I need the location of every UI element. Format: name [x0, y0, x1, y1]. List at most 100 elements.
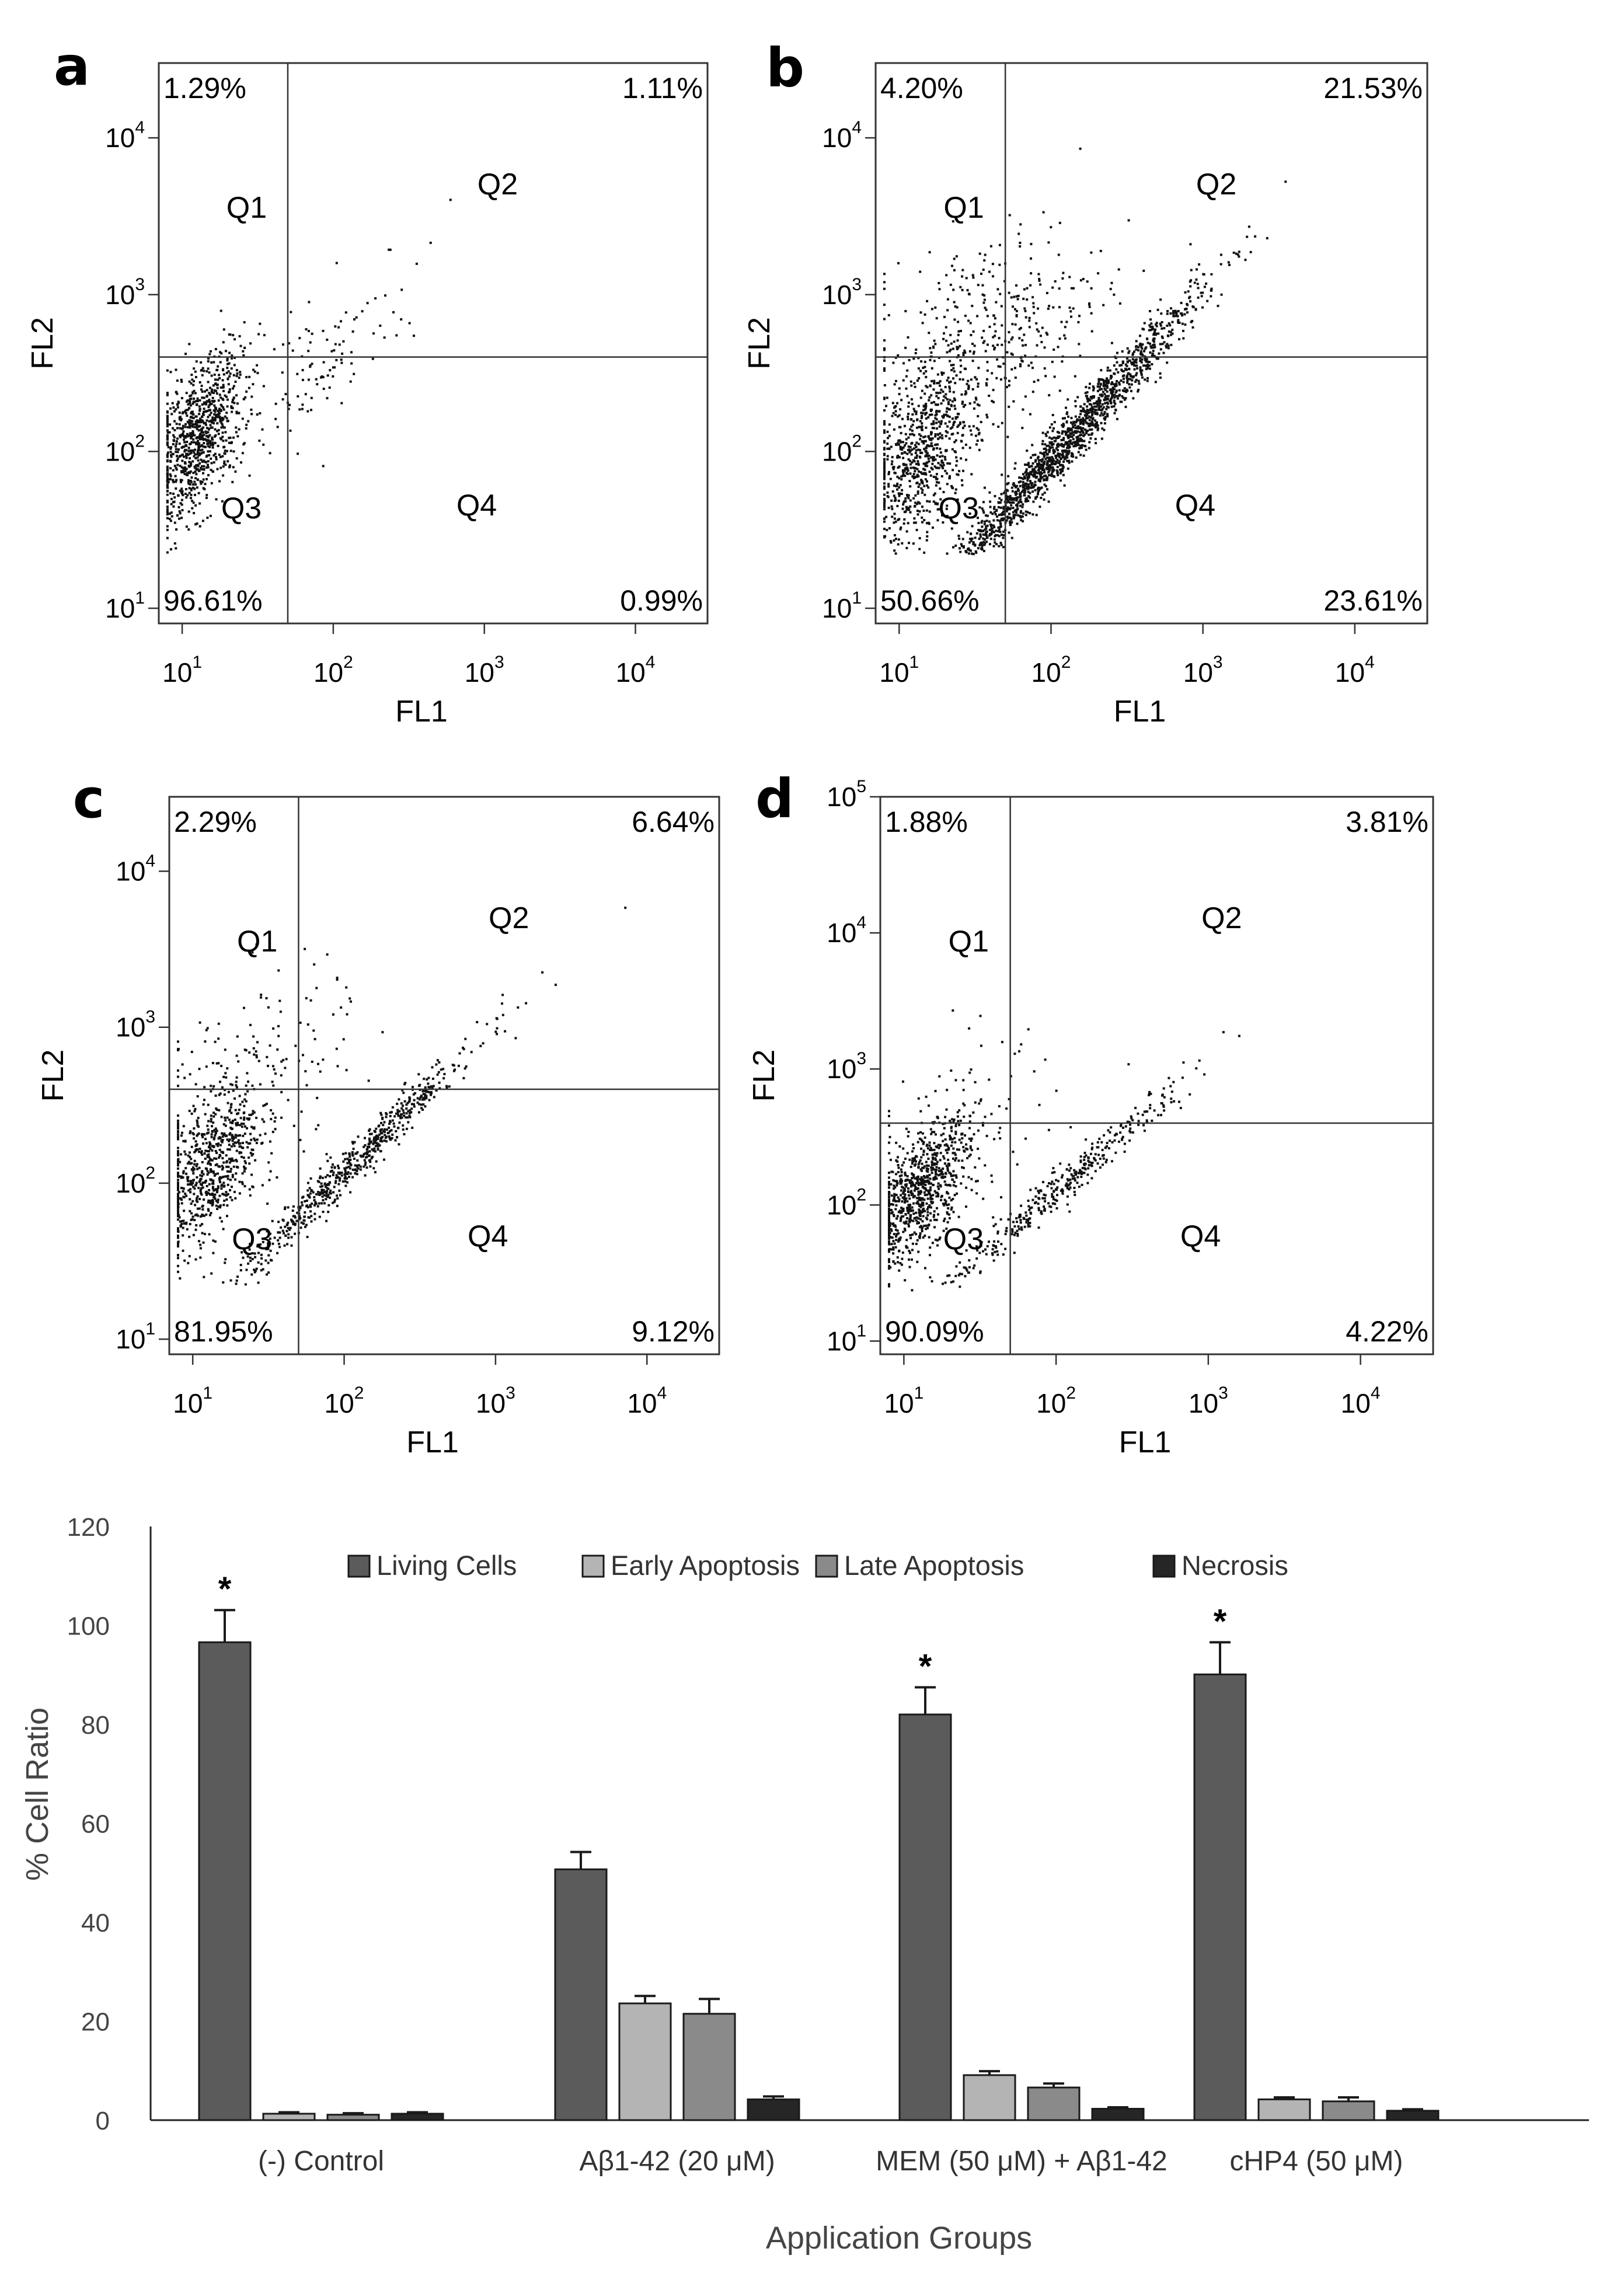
event-dot — [1066, 453, 1069, 456]
event-dot — [191, 392, 194, 395]
event-dot — [201, 1232, 204, 1235]
event-dot — [301, 1204, 304, 1207]
event-dot — [927, 416, 930, 419]
event-dot — [919, 449, 922, 452]
event-dot — [1026, 449, 1029, 452]
quadrant-label-q3: Q3 — [221, 492, 262, 525]
event-dot — [916, 419, 918, 421]
event-dot — [1038, 462, 1040, 465]
event-dot — [166, 441, 169, 444]
event-dot — [883, 498, 886, 501]
event-dot — [1082, 420, 1084, 423]
event-dot — [938, 282, 940, 284]
event-dot — [1238, 255, 1240, 258]
event-dot — [176, 463, 179, 466]
event-dot — [182, 1176, 184, 1179]
event-dot — [1056, 466, 1059, 468]
event-dot — [462, 1048, 465, 1051]
event-dot — [883, 452, 886, 455]
event-dot — [1044, 485, 1047, 487]
event-dot — [196, 1167, 199, 1170]
event-dot — [352, 1148, 355, 1151]
event-dot — [175, 480, 177, 483]
event-dot — [1023, 288, 1026, 291]
event-dot — [241, 1183, 244, 1186]
event-dot — [209, 402, 212, 405]
event-dot — [975, 532, 978, 535]
event-dot — [306, 1189, 309, 1192]
event-dot — [289, 1226, 292, 1229]
event-dot — [179, 480, 182, 483]
event-dot — [1149, 318, 1152, 321]
event-dot — [320, 1188, 323, 1191]
event-dot — [935, 418, 938, 421]
event-dot — [1027, 483, 1030, 486]
event-dot — [1152, 344, 1155, 347]
event-dot — [298, 1215, 301, 1218]
event-dot — [1113, 399, 1116, 402]
event-dot — [1074, 415, 1077, 418]
event-dot — [221, 419, 224, 421]
event-dot — [1047, 241, 1050, 244]
event-dot — [1030, 465, 1033, 468]
event-dot — [179, 1277, 182, 1280]
event-dot — [1037, 379, 1040, 382]
event-dot — [910, 453, 913, 456]
event-dot — [195, 1213, 198, 1216]
event-dot — [353, 1158, 356, 1160]
event-dot — [373, 1137, 376, 1139]
event-dot — [232, 1089, 235, 1092]
event-dot — [194, 420, 197, 423]
event-dot — [1057, 437, 1060, 439]
event-dot — [314, 1203, 317, 1205]
x-tick-label-exp: 3 — [494, 653, 504, 672]
event-dot — [953, 405, 956, 407]
event-dot — [966, 382, 968, 385]
event-dot — [207, 1210, 210, 1212]
event-dot — [925, 385, 928, 388]
event-dot — [1041, 468, 1044, 471]
event-dot — [235, 426, 238, 429]
event-dot — [1102, 382, 1105, 385]
event-dot — [222, 440, 225, 442]
event-dot — [1113, 383, 1116, 386]
event-dot — [210, 350, 212, 353]
event-dot — [925, 405, 928, 407]
event-dot — [401, 1089, 404, 1092]
event-dot — [914, 521, 917, 524]
event-dot — [1094, 409, 1096, 412]
event-dot — [340, 358, 343, 361]
event-dot — [349, 1164, 352, 1167]
event-dot — [420, 1103, 423, 1106]
event-dot — [214, 1134, 217, 1137]
event-dot — [1146, 363, 1149, 366]
event-dot — [963, 424, 966, 427]
event-dot — [911, 475, 914, 478]
event-dot — [339, 1177, 341, 1180]
event-dot — [212, 1138, 215, 1141]
event-dot — [936, 481, 938, 484]
event-dot — [911, 433, 914, 435]
q1-percentage: 4.20% — [880, 72, 963, 104]
event-dot — [309, 364, 312, 367]
event-dot — [172, 469, 175, 472]
event-dot — [166, 466, 169, 469]
event-dot — [986, 315, 989, 318]
event-dot — [946, 504, 949, 507]
event-dot — [982, 329, 985, 332]
event-dot — [999, 365, 1002, 368]
event-dot — [310, 1188, 313, 1191]
event-dot — [938, 425, 941, 428]
event-dot — [961, 275, 964, 278]
event-dot — [1009, 507, 1012, 510]
event-dot — [166, 425, 169, 428]
event-dot — [983, 259, 986, 262]
event-dot — [1144, 378, 1146, 381]
event-dot — [230, 1103, 232, 1106]
event-dot — [905, 442, 908, 445]
event-dot — [169, 459, 172, 462]
event-dot — [211, 1200, 214, 1203]
event-dot — [219, 1144, 222, 1146]
event-dot — [1062, 460, 1065, 463]
